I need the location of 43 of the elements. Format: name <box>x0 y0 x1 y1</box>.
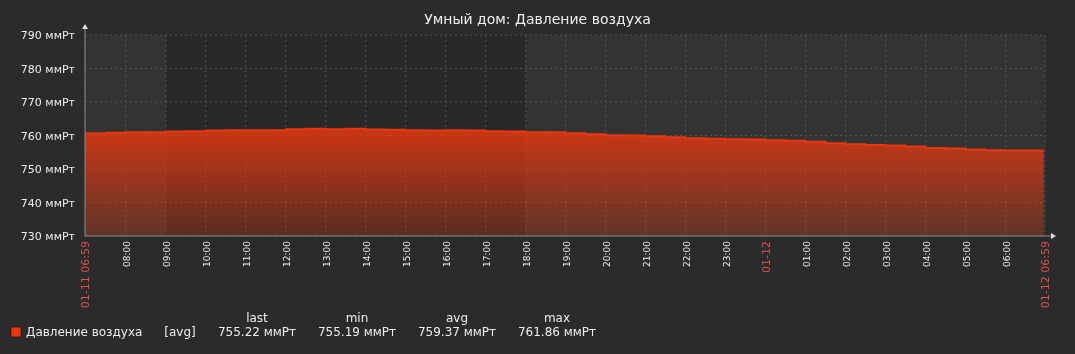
x-tick-label: 09:00 <box>161 240 172 267</box>
y-tick-label: 770 ммРт <box>20 96 76 109</box>
x-tick-label: 01-12 <box>759 241 773 273</box>
chart-title: Умный дом: Давление воздуха <box>424 11 651 27</box>
x-tick-label: 19:00 <box>561 240 572 267</box>
x-tick-label: 10:00 <box>201 240 212 267</box>
text: 759.37 ммРт <box>417 325 497 339</box>
x-tick-label: 23:00 <box>721 240 732 267</box>
y-tick-label: 760 ммРт <box>20 129 76 143</box>
x-tick-label: 05:00 <box>961 240 972 267</box>
x-tick-label: 11:00 <box>241 240 252 267</box>
text: [avg] <box>164 325 196 339</box>
x-tick-label: 15:00 <box>401 240 412 267</box>
x-tick-label: 06:00 <box>1001 240 1012 267</box>
x-tick-label: 12:00 <box>281 240 292 267</box>
x-tick-label: 01-12 06:59 <box>1039 241 1052 309</box>
text: last <box>246 311 269 325</box>
x-tick-label: 02:00 <box>841 240 852 267</box>
legend-label: Давление воздуха <box>26 325 143 339</box>
x-tick-label: 08:00 <box>121 240 132 267</box>
x-tick-label: 20:00 <box>601 240 612 267</box>
text: 761.86 ммРт <box>517 325 597 339</box>
x-tick-label: 01:00 <box>801 240 812 267</box>
x-tick-label: 17:00 <box>481 240 492 267</box>
y-tick-label: 740 ммРт <box>20 196 76 210</box>
text: avg <box>445 311 469 325</box>
x-tick-label: 16:00 <box>441 240 452 267</box>
y-tick-label: 730 ммРт <box>20 230 76 243</box>
x-tick-label: 01-11 06:59 <box>79 241 92 309</box>
x-tick-label: 04:00 <box>921 240 932 267</box>
y-tick-label: 790 ммРт <box>20 29 76 42</box>
x-tick-label: 21:00 <box>641 240 652 267</box>
text: min <box>345 311 369 325</box>
x-tick-label: 13:00 <box>321 240 332 267</box>
text: max <box>543 311 571 325</box>
x-tick-label: 18:00 <box>521 240 532 267</box>
text: 755.22 ммРт <box>217 325 297 339</box>
y-tick-label: 780 ммРт <box>20 62 76 76</box>
text: 755.19 ммРт <box>317 325 397 339</box>
y-tick-label: 750 ммРт <box>20 163 76 176</box>
x-tick-label: 14:00 <box>361 240 372 267</box>
x-tick-label: 22:00 <box>681 240 692 267</box>
x-tick-label: 03:00 <box>881 240 892 267</box>
